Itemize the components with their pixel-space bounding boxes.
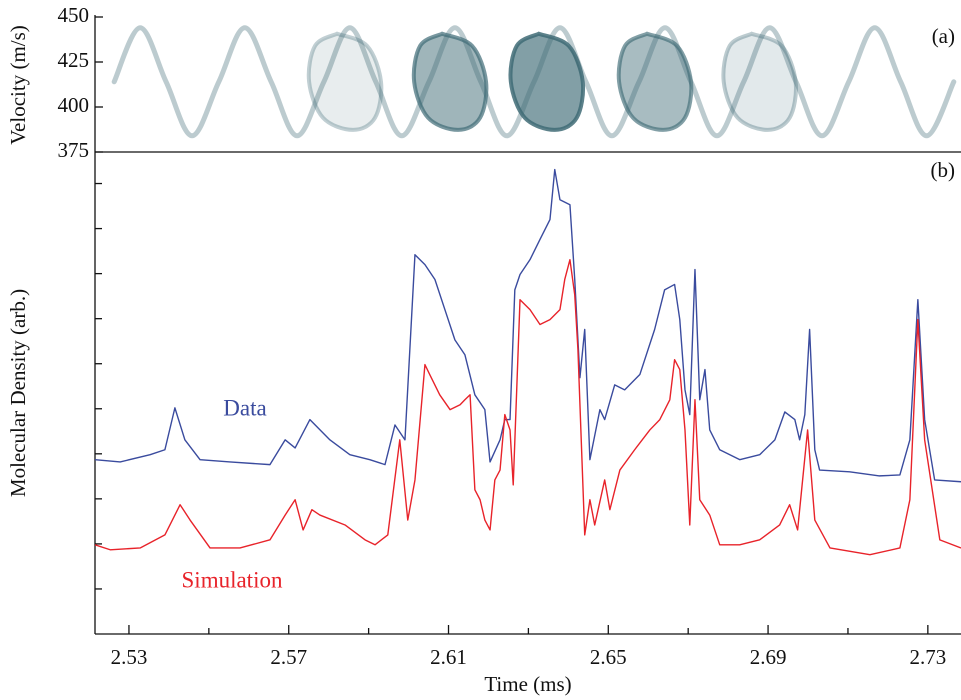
- x-tick-label: 2.57: [270, 645, 307, 669]
- x-tick-label: 2.69: [750, 645, 787, 669]
- phase-space-loop: [616, 31, 694, 132]
- panel-label: (b): [931, 158, 956, 182]
- y-axis-title: Molecular Density (arb.): [6, 289, 30, 497]
- panel-label: (a): [932, 24, 955, 48]
- series-label: Simulation: [182, 567, 283, 592]
- phase-space-loop: [411, 31, 489, 132]
- phase-space-loop: [721, 31, 798, 132]
- y-tick-label: 450: [58, 3, 90, 27]
- y-tick-label: 400: [58, 93, 90, 117]
- series-label: Data: [223, 395, 266, 420]
- phase-space-loop: [508, 31, 586, 132]
- x-tick-label: 2.73: [909, 645, 946, 669]
- y-axis-title: Velocity (m/s): [6, 25, 30, 145]
- phase-space-loop: [306, 31, 384, 132]
- x-tick-label: 2.53: [111, 645, 148, 669]
- y-tick-label: 425: [58, 48, 90, 72]
- data-line: [94, 168, 961, 483]
- x-tick-label: 2.61: [430, 645, 467, 669]
- y-tick-label: 375: [58, 138, 90, 162]
- x-tick-label: 2.65: [590, 645, 627, 669]
- x-axis-title: Time (ms): [484, 672, 571, 696]
- data-line: [94, 258, 961, 556]
